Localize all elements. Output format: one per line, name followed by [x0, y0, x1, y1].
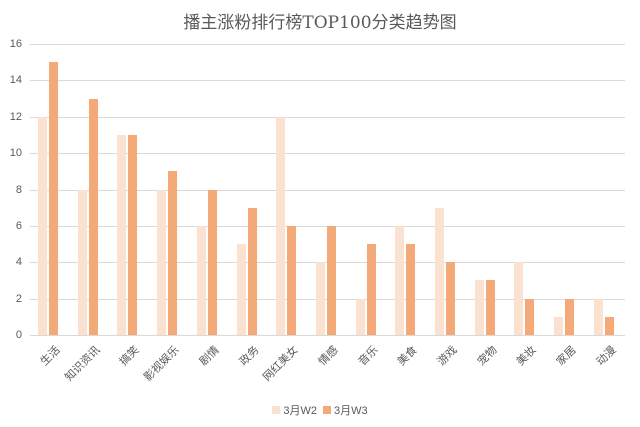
x-tick-label: 情感	[316, 344, 341, 369]
bar	[117, 134, 127, 335]
bar	[77, 189, 87, 335]
x-tick-label: 搞笑	[117, 344, 143, 369]
bar	[49, 62, 58, 335]
bar	[435, 207, 444, 335]
bar	[525, 298, 535, 335]
bar	[276, 116, 286, 335]
x-tick-label: 音乐	[356, 344, 381, 369]
gridline	[30, 116, 625, 118]
bar	[485, 280, 495, 335]
x-tick-label: 剧情	[197, 344, 222, 369]
bar	[395, 225, 405, 335]
bar	[366, 244, 376, 335]
x-tick-label: 生活	[38, 344, 63, 369]
bar	[514, 262, 524, 335]
y-tick-label: 12	[9, 110, 22, 123]
x-tick-label: 美妆	[514, 344, 540, 369]
x-tick-label: 家居	[554, 344, 579, 369]
bar	[157, 189, 167, 335]
x-tick-label: 影视娱乐	[142, 344, 182, 384]
y-tick-label: 8	[15, 183, 22, 196]
y-tick-label: 10	[9, 147, 22, 160]
bar	[287, 225, 297, 335]
y-tick-label: 4	[15, 256, 22, 269]
legend-swatch-w3	[323, 406, 331, 414]
bar	[88, 98, 98, 335]
legend: 3月W2 3月W3	[0, 402, 640, 418]
x-tick-label: 知识资讯	[62, 344, 103, 384]
bar	[554, 316, 564, 335]
legend-item-w2: 3月W2	[272, 402, 317, 418]
bar	[207, 189, 217, 335]
legend-swatch-w2	[272, 406, 281, 414]
bar	[38, 116, 47, 335]
bar	[446, 262, 455, 335]
bar	[128, 134, 138, 335]
bar	[236, 244, 246, 335]
y-tick-label: 14	[9, 74, 22, 87]
x-tick-label: 动漫	[594, 344, 619, 369]
x-tick-label: 网红美女	[261, 344, 301, 384]
bar	[247, 207, 257, 335]
legend-label-w3: 3月W3	[334, 405, 368, 417]
x-tick-label: 美食	[395, 344, 420, 369]
bar	[565, 298, 575, 335]
legend-label-w2: 3月W2	[283, 405, 317, 417]
bar	[355, 298, 365, 335]
gridline	[30, 189, 625, 191]
gridline	[30, 153, 625, 155]
bar	[168, 171, 178, 335]
x-tick-label: 游戏	[435, 344, 460, 369]
y-tick-label: 2	[15, 292, 22, 305]
legend-item-w3: 3月W3	[323, 402, 368, 418]
bar	[406, 244, 416, 335]
y-tick-label: 6	[15, 219, 22, 232]
chart-title: 播主涨粉排行榜TOP100分类趋势图	[183, 13, 457, 33]
y-tick-label: 16	[9, 38, 22, 50]
gridline	[30, 335, 625, 336]
y-tick-label: 0	[15, 329, 22, 341]
bar	[315, 262, 325, 335]
bar	[604, 316, 614, 335]
bar	[593, 298, 603, 335]
x-tick-label: 宠物	[475, 344, 500, 369]
bar	[474, 280, 484, 335]
gridline	[30, 80, 625, 82]
bar	[326, 225, 336, 335]
gridline	[30, 44, 625, 45]
x-tick-label: 政务	[237, 344, 262, 369]
bar	[196, 225, 206, 335]
